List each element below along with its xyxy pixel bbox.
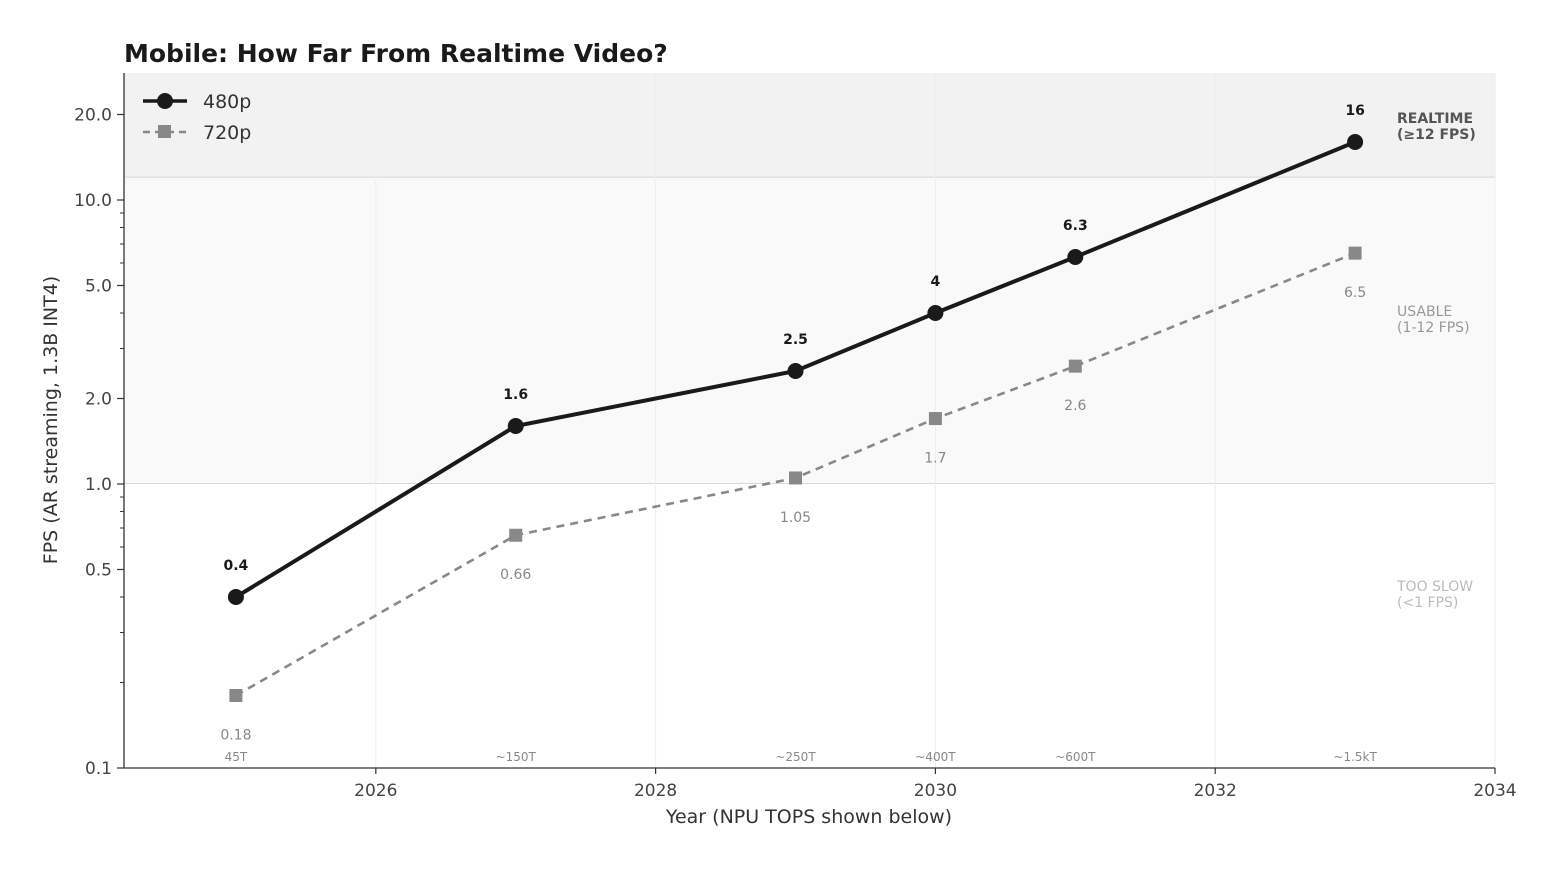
y-axis-label: FPS (AR streaming, 1.3B INT4) bbox=[40, 276, 62, 564]
band-sublabel-1: (1-12 FPS) bbox=[1397, 320, 1470, 336]
data-label-720p: 0.66 bbox=[500, 567, 531, 583]
x-tick-label: 2030 bbox=[914, 781, 957, 801]
x-tick-label: 2026 bbox=[354, 781, 397, 801]
point-720p bbox=[229, 689, 243, 703]
y-tick-label: 0.5 bbox=[85, 560, 112, 580]
point-480p bbox=[927, 305, 944, 322]
data-label-720p: 2.6 bbox=[1064, 398, 1086, 414]
point-720p bbox=[928, 412, 942, 426]
point-720p bbox=[789, 471, 803, 485]
x-axis-label: Year (NPU TOPS shown below) bbox=[665, 806, 952, 828]
band-label-0: REALTIME bbox=[1397, 111, 1473, 127]
x-tick-label: 2028 bbox=[634, 781, 677, 801]
data-label-480p: 6.3 bbox=[1063, 218, 1088, 234]
point-720p bbox=[1348, 246, 1362, 260]
tops-label: ~250T bbox=[775, 750, 816, 764]
point-480p bbox=[787, 362, 804, 379]
band-sublabel-2: (<1 FPS) bbox=[1397, 595, 1458, 611]
tops-label: ~400T bbox=[915, 750, 956, 764]
legend-720p-label: 720p bbox=[203, 122, 251, 144]
band-1 bbox=[124, 177, 1495, 484]
data-label-480p: 4 bbox=[931, 274, 941, 290]
y-tick-label: 20.0 bbox=[74, 106, 112, 126]
series-line-480p bbox=[234, 140, 1356, 599]
point-720p bbox=[1068, 359, 1082, 373]
data-label-480p: 1.6 bbox=[503, 387, 528, 403]
point-480p bbox=[507, 418, 524, 435]
point-480p bbox=[1067, 248, 1084, 265]
data-label-720p: 0.18 bbox=[220, 728, 251, 744]
data-label-720p: 1.05 bbox=[780, 510, 811, 526]
series bbox=[227, 134, 1364, 703]
legend-480p-marker bbox=[157, 93, 173, 109]
legend-720p-marker bbox=[158, 125, 171, 138]
tops-label: ~150T bbox=[496, 750, 537, 764]
band-0 bbox=[124, 73, 1495, 178]
point-480p bbox=[227, 589, 244, 606]
tops-label: ~600T bbox=[1055, 750, 1096, 764]
data-label-480p: 0.4 bbox=[224, 558, 249, 574]
point-720p bbox=[509, 528, 523, 542]
bands bbox=[124, 73, 1495, 768]
data-label-720p: 1.7 bbox=[924, 451, 946, 467]
x-tick-label: 2032 bbox=[1194, 781, 1237, 801]
data-label-720p: 6.5 bbox=[1344, 285, 1366, 301]
band-label-1: USABLE bbox=[1397, 304, 1452, 320]
band-label-2: TOO SLOW bbox=[1396, 579, 1473, 595]
y-tick-label: 1.0 bbox=[85, 475, 112, 495]
y-tick-label: 10.0 bbox=[74, 191, 112, 211]
band-sublabel-0: (≥12 FPS) bbox=[1397, 127, 1476, 143]
point-480p bbox=[1347, 134, 1364, 151]
axes: 2026 2028 2030 2032 2034 0.1 0.5 1.0 2.0 5.0 10.0 2… bbox=[74, 73, 1517, 801]
y-tick-label: 0.1 bbox=[85, 759, 112, 779]
tops-label: ~1.5kT bbox=[1333, 750, 1377, 764]
labels: REALTIME(≥12 FPS) USABLE(1-12 FPS) TOO SLO… bbox=[220, 103, 1475, 764]
chart-title: Mobile: How Far From Realtime Video? bbox=[124, 39, 668, 68]
y-tick-label: 5.0 bbox=[85, 276, 112, 296]
tops-label: 45T bbox=[225, 750, 248, 764]
data-label-480p: 2.5 bbox=[783, 332, 808, 348]
y-tick-label: 2.0 bbox=[85, 390, 112, 410]
legend-480p-label: 480p bbox=[203, 91, 251, 113]
band-2 bbox=[124, 483, 1495, 768]
data-label-480p: 16 bbox=[1345, 103, 1364, 119]
series-line-720p bbox=[235, 251, 1356, 697]
legend: 480p 720p bbox=[143, 91, 251, 144]
x-tick-label: 2034 bbox=[1473, 781, 1516, 801]
